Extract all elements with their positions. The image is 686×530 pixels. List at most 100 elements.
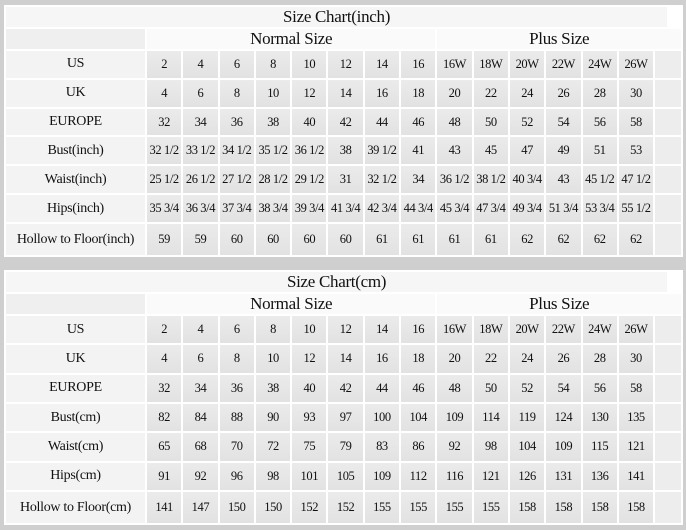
size-cell: 46 (399, 106, 438, 138)
size-table: Size Chart(cm) Normal Size Plus Size US 2 4 6 8… (3, 270, 683, 525)
size-cell: 25 1/2 (144, 164, 184, 196)
size-cell: 150 (253, 490, 293, 525)
size-cell: 82 (144, 401, 184, 434)
empty-cell (653, 193, 683, 224)
size-cell: 24 (507, 343, 547, 375)
group-normal-size: Normal Size (144, 292, 438, 316)
size-cell: 135 (616, 401, 656, 434)
size-cell: 43 (544, 164, 583, 196)
size-cell: 34 (399, 164, 438, 196)
size-cell: 32 1/2 (144, 135, 184, 167)
size-cell: 30 (616, 343, 656, 375)
size-cell: 6 (181, 343, 220, 375)
size-cell: 50 (471, 372, 510, 404)
size-cell: 47 1/2 (616, 164, 656, 196)
size-cell: 38 (253, 372, 293, 404)
size-cell: 48 (435, 372, 474, 404)
row-label: EUROPE (4, 106, 147, 138)
size-table: Size Chart(inch) Normal Size Plus Size US 2 4… (3, 5, 683, 257)
size-cell: 42 (326, 106, 365, 138)
size-cell: 141 (616, 460, 656, 493)
size-cell: 84 (181, 401, 220, 434)
empty-cell (653, 372, 683, 404)
size-cell: 40 (290, 372, 329, 404)
size-cell: 59 (144, 222, 184, 257)
size-cell: 45 (471, 135, 510, 167)
header-blank (4, 27, 147, 51)
size-cell: 61 (399, 222, 438, 257)
size-cell: 2 (144, 49, 184, 80)
size-cell: 104 (399, 401, 438, 434)
size-cell: 124 (544, 401, 583, 434)
size-cell: 18 (399, 77, 438, 109)
size-cell: 92 (435, 431, 474, 463)
size-cell: 45 3/4 (435, 193, 474, 224)
size-cell: 28 (580, 343, 619, 375)
size-cell: 10 (290, 313, 329, 346)
size-cell: 44 3/4 (399, 193, 438, 224)
table-row: Hollow to Floor(cm) 141 147 150 150 152 152 155… (4, 490, 683, 525)
size-cell: 72 (253, 431, 293, 463)
size-cell: 109 (544, 431, 583, 463)
empty-cell (653, 222, 683, 257)
size-cell: 48 (435, 106, 474, 138)
table-row: UK 4 6 8 10 12 14 16 18 20 22 24 26 28 30 (4, 343, 683, 375)
size-cell: 100 (362, 401, 402, 434)
size-cell: 4 (144, 77, 184, 109)
empty-cell (653, 106, 683, 138)
size-cell: 109 (362, 460, 402, 493)
size-cell: 49 (544, 135, 583, 167)
size-cell: 33 1/2 (181, 135, 220, 167)
size-cell: 47 3/4 (471, 193, 510, 224)
size-cell: 6 (217, 49, 256, 80)
size-cell: 50 (471, 106, 510, 138)
size-cell: 22 (471, 343, 510, 375)
size-cell: 47 (507, 135, 547, 167)
size-cell: 155 (399, 490, 438, 525)
empty-cell (653, 313, 683, 346)
size-cell: 38 (253, 106, 293, 138)
size-cell: 93 (290, 401, 329, 434)
size-cell: 96 (217, 460, 256, 493)
size-cell: 60 (217, 222, 256, 257)
table-row: Waist(cm) 65 68 70 72 75 79 83 86 92 98 104 109 115 12… (4, 431, 683, 463)
size-cell: 24 (507, 77, 547, 109)
size-cell: 20 (435, 77, 474, 109)
size-cell: 18W (471, 313, 510, 346)
group-normal-size: Normal Size (144, 27, 438, 51)
size-cell: 39 1/2 (362, 135, 402, 167)
size-cell: 141 (144, 490, 184, 525)
size-cell: 90 (253, 401, 293, 434)
empty-cell (653, 49, 683, 80)
size-cell: 20W (507, 313, 547, 346)
size-cell: 61 (471, 222, 510, 257)
size-cell: 27 1/2 (217, 164, 256, 196)
size-cell: 115 (580, 431, 619, 463)
size-cell: 16 (399, 49, 438, 80)
size-chart-cm: Size Chart(cm) Normal Size Plus Size US 2 4 6 8… (3, 270, 683, 525)
size-cell: 38 1/2 (471, 164, 510, 196)
size-cell: 36 3/4 (181, 193, 220, 224)
size-cell: 158 (616, 490, 656, 525)
size-cell: 10 (253, 77, 293, 109)
size-cell: 20 (435, 343, 474, 375)
row-label: Hips(cm) (4, 460, 147, 493)
size-cell: 35 1/2 (253, 135, 293, 167)
size-cell: 8 (253, 49, 293, 80)
size-cell: 62 (580, 222, 619, 257)
table-row: Bust(cm) 82 84 88 90 93 97 100 104 109 114 119 124 13… (4, 401, 683, 434)
row-label: UK (4, 77, 147, 109)
size-cell: 58 (616, 372, 656, 404)
size-cell: 44 (362, 372, 402, 404)
row-label: Hollow to Floor(inch) (4, 222, 147, 257)
size-cell: 150 (217, 490, 256, 525)
size-cell: 26W (616, 49, 656, 80)
row-label: US (4, 313, 147, 346)
size-cell: 68 (181, 431, 220, 463)
size-cell: 45 1/2 (580, 164, 619, 196)
size-cell: 126 (507, 460, 547, 493)
empty-cell (653, 164, 683, 196)
size-cell: 4 (144, 343, 184, 375)
size-cell: 155 (471, 490, 510, 525)
row-label: Hollow to Floor(cm) (4, 490, 147, 525)
